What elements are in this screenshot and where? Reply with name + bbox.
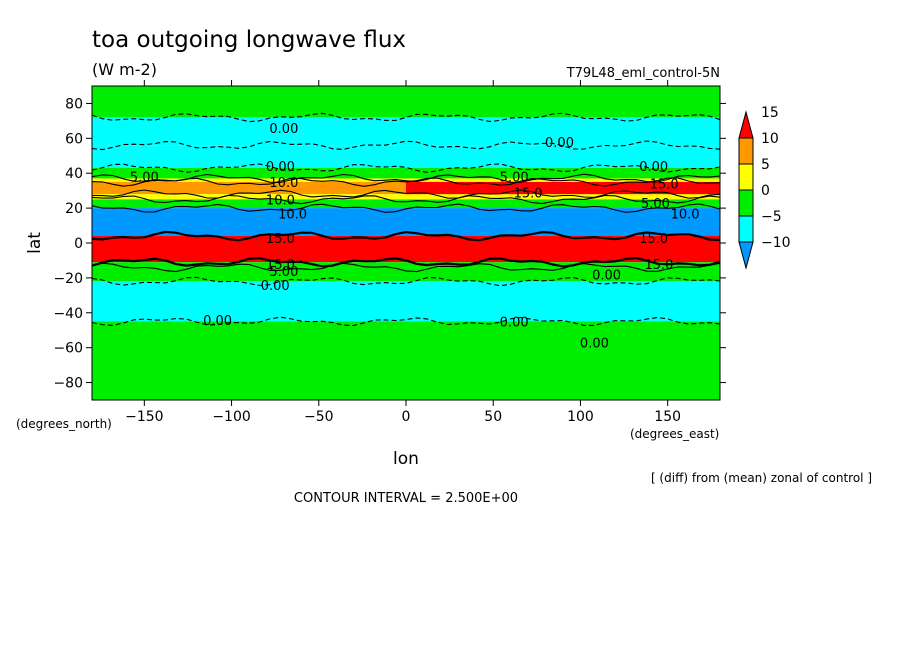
contour-label-4: 10.0 <box>269 176 298 191</box>
dataset-label: T79L48_eml_control-5N <box>566 66 720 81</box>
contour-line-5 <box>92 189 720 199</box>
contour-line-9 <box>92 256 720 268</box>
contour-label-17: 15.0 <box>644 258 673 273</box>
y-axis-units: (degrees_north) <box>16 417 112 431</box>
zonal-band-6 <box>92 194 720 200</box>
colorbar-label-3: 0 <box>761 183 770 199</box>
colorbar-label-1: 10 <box>761 131 779 147</box>
x-tick-label-4: 50 <box>484 409 502 425</box>
x-axis-label: lon <box>393 449 419 469</box>
y-tick-label-2: 40 <box>65 166 83 182</box>
regional-patch-1 <box>109 239 215 250</box>
contour-line-4 <box>92 177 720 187</box>
contour-label-11: 5.00 <box>641 197 670 212</box>
contour-label-16: 5.00 <box>269 265 298 280</box>
units-label: (W m-2) <box>92 60 157 79</box>
chart-title: toa outgoing longwave flux <box>92 27 406 53</box>
zonal-band-4 <box>92 178 720 182</box>
zonal-band-11 <box>92 267 720 282</box>
zonal-band-13 <box>92 321 720 400</box>
contour-label-6: 10.0 <box>278 207 307 222</box>
contour-label-3: 0.00 <box>266 160 295 175</box>
contour-label-19: 0.00 <box>261 279 290 294</box>
contour-label-21: 0.00 <box>500 316 529 331</box>
contour-label-1: 0.00 <box>545 136 574 151</box>
contour-line-8 <box>92 230 720 242</box>
contour-label-12: 10.0 <box>671 207 700 222</box>
contour-label-22: 0.00 <box>580 336 609 351</box>
contour-line-0 <box>92 112 720 123</box>
contour-label-0: 0.00 <box>269 122 298 137</box>
x-tick-label-2: −50 <box>304 409 334 425</box>
colorbar-top-arrow <box>738 110 754 139</box>
contour-label-18: 0.00 <box>592 268 621 283</box>
operation-note: [ (diff) from (mean) zonal of control ] <box>651 471 872 485</box>
contour-line-2 <box>92 163 720 173</box>
contour-label-20: 0.00 <box>203 314 232 329</box>
y-tick-label-8: −80 <box>53 376 83 392</box>
contour-label-14: 15.0 <box>639 232 668 247</box>
y-tick-label-6: −40 <box>53 306 83 322</box>
x-tick-label-6: 150 <box>654 409 681 425</box>
contour-label-2: 5.00 <box>130 171 159 186</box>
contour-label-10: 15.0 <box>650 178 679 193</box>
colorbar-bottom-arrow <box>738 241 754 270</box>
colorbar-label-0: 15 <box>761 105 779 121</box>
contour-line-1 <box>92 140 720 151</box>
contour-label-7: 5.00 <box>500 171 529 186</box>
colorbar-label-5: −10 <box>761 235 791 251</box>
colorbar-label-4: −5 <box>761 209 782 225</box>
contour-line-3 <box>92 173 720 184</box>
y-tick-label-3: 20 <box>65 201 83 217</box>
y-axis-label: lat <box>25 232 45 254</box>
contour-line-6 <box>92 194 720 205</box>
x-tick-label-1: −100 <box>212 409 250 425</box>
zonal-band-10 <box>92 262 720 268</box>
contour-line-10 <box>92 262 720 273</box>
contour-line-12 <box>92 316 720 327</box>
y-tick-label-0: 80 <box>65 96 83 112</box>
contour-label-8: 15.0 <box>514 186 543 201</box>
x-tick-label-0: −150 <box>125 409 163 425</box>
regional-patch-0 <box>406 181 720 195</box>
y-tick-label-7: −60 <box>53 341 83 357</box>
zonal-band-0 <box>92 86 720 118</box>
zonal-band-1 <box>92 117 720 146</box>
y-tick-label-5: −20 <box>53 271 83 287</box>
colorbar-segment-2 <box>738 163 754 191</box>
contour-label-15: 15.0 <box>266 258 295 273</box>
y-axis: 80 60 40 20 0 −20 −40 −60 −80 <box>53 96 726 392</box>
y-tick-label-4: 0 <box>74 236 83 252</box>
plot-area: 0.000.005.000.0010.010.010.05.0015.00.00… <box>91 85 721 401</box>
zonal-band-7 <box>92 199 720 209</box>
x-axis: −150 −100 −50 0 50 100 150 <box>125 80 681 425</box>
x-tick-label-5: 100 <box>567 409 594 425</box>
contour-label-5: 10.0 <box>266 193 295 208</box>
contour-label-9: 0.00 <box>639 160 668 175</box>
contour-interval-label: CONTOUR INTERVAL = 2.500E+00 <box>294 491 518 506</box>
y-tick-label-1: 60 <box>65 131 83 147</box>
colorbar-segment-1 <box>738 137 754 165</box>
x-tick-label-3: 0 <box>402 409 411 425</box>
colorbar-segment-3 <box>738 189 754 217</box>
contour-line-11 <box>92 276 720 287</box>
zonal-band-12 <box>92 281 720 322</box>
colorbar-segment-4 <box>738 215 754 243</box>
colorbar-label-2: 5 <box>761 157 770 173</box>
zonal-band-2 <box>92 145 720 168</box>
contour-line-7 <box>92 203 720 213</box>
x-axis-units: (degrees_east) <box>630 427 719 441</box>
contour-label-13: 15.0 <box>266 232 295 247</box>
colorbar: 15 10 5 0 −5 −10 <box>738 105 791 270</box>
zonal-band-3 <box>92 167 720 179</box>
